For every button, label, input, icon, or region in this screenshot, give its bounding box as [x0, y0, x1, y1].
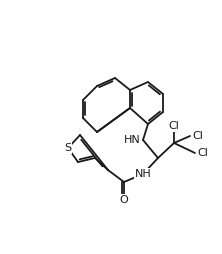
- Text: O: O: [120, 195, 128, 205]
- Text: S: S: [64, 143, 71, 153]
- Text: Cl: Cl: [192, 131, 203, 141]
- Text: NH: NH: [135, 169, 151, 179]
- Text: Cl: Cl: [168, 121, 179, 131]
- Text: HN: HN: [124, 135, 141, 145]
- Text: Cl: Cl: [197, 148, 208, 158]
